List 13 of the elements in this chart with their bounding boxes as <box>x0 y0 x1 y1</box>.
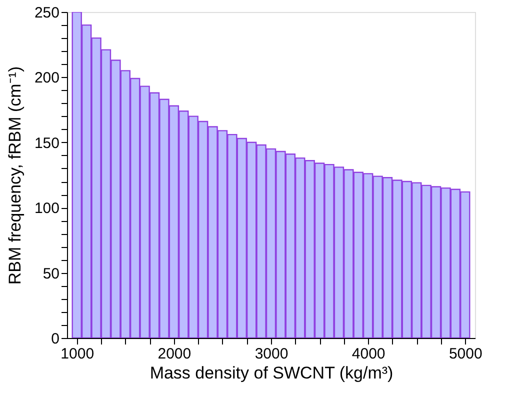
x-tick-label: 1000 <box>60 346 94 362</box>
x-tick-label: 2000 <box>158 346 192 362</box>
x-axis-title: Mass density of SWCNT (kg/m³) <box>150 364 394 382</box>
x-tick-label: 5000 <box>448 346 482 362</box>
y-tick-label: 150 <box>34 134 60 152</box>
y-tick-label: 200 <box>34 70 60 87</box>
y-tick-label: 0 <box>51 330 60 348</box>
y-tick-label: 250 <box>34 4 60 22</box>
y-tick-label: 100 <box>34 200 60 218</box>
x-tick-label: 4000 <box>352 346 386 362</box>
x-tick-label: 3000 <box>254 346 288 362</box>
y-tick-label: 50 <box>42 265 60 282</box>
y-axis-title: RBM frequency, fRBM (cm⁻¹) <box>5 66 24 285</box>
